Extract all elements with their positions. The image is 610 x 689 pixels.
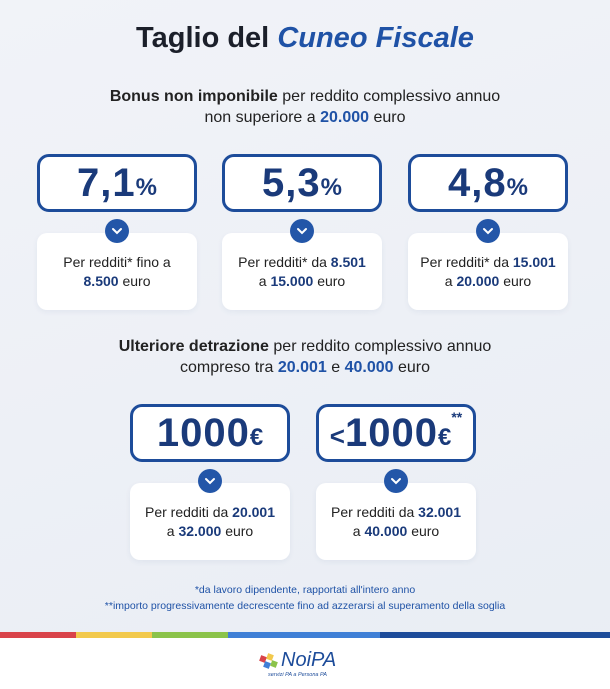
text-segment: euro [122,272,151,289]
chevron-icon [391,478,401,485]
chevron [476,219,500,243]
text-line: Ulteriore detrazione per reddito comples… [0,336,610,357]
text-segment: Per redditi* da [420,253,509,270]
text-segment: 20.001 [232,503,275,520]
stripe [228,632,380,638]
chevron [198,469,222,493]
text-segment: 15.001 [512,253,556,270]
text-segment: compreso tra [180,359,274,376]
text-segment: e [331,359,341,376]
chevron-icon [112,228,122,235]
footnote: **importo progressivamente decrescente f… [104,600,506,612]
text-segment: non superiore a [204,109,316,126]
chevron [384,469,408,493]
stripe [76,632,152,638]
text-segment: per reddito complessivo annuo [273,338,492,355]
value: 5,3 [262,160,321,205]
logo: NoiPA [281,649,337,671]
title-text: Taglio del [136,22,270,54]
value-unit: % [320,174,342,201]
text-line: a 40.000 euro [353,522,439,541]
title-highlight: Cuneo Fiscale [277,22,474,54]
text-line: a 15.000 euro [259,272,345,291]
description-box: Per redditi* da 8.501 a 15.000 euro [222,233,382,310]
tagline: servizi PA a Persona PA [268,672,327,678]
text-segment: 40.000 [364,522,408,539]
text-segment: Per redditi da [331,503,415,520]
value-box: 1000 € [130,404,290,462]
text-segment: euro [225,522,254,539]
text-segment: 20.000 [456,272,500,289]
text-segment: 15.000 [270,272,314,289]
value-unit: € [249,424,264,451]
text-segment: Per redditi* fino a [63,253,171,270]
text-segment: a [444,272,453,289]
value: 7,1 [77,160,136,205]
stripe [0,632,76,638]
text-segment: per reddito complessivo annuo [282,88,501,105]
value-box: <1000 € ** [316,404,476,462]
description-box: Per redditi da 32.001 a 40.000 euro [316,483,476,560]
value: 1000 [344,410,438,455]
logo-icon [259,653,278,669]
title: Taglio del Cuneo Fiscale [0,22,610,55]
section-heading: Ulteriore detrazione per reddito comples… [0,336,610,378]
chevron-icon [297,228,307,235]
value-unit: % [506,174,528,201]
text-segment: Bonus non imponibile [109,88,278,105]
value: 4,8 [448,160,507,205]
text-segment: 8.500 [83,272,119,289]
value: 1000 [156,410,250,455]
text-segment: a [352,522,361,539]
text-segment: a [166,522,175,539]
stripe [380,632,610,638]
text-segment: 40.000 [344,359,394,376]
text-segment: a [258,272,267,289]
text-segment: 20.001 [277,359,327,376]
text-line: Per redditi* da 8.501 [238,253,366,272]
chevron-icon [205,478,215,485]
text-line: a 20.000 euro [445,272,531,291]
description-box: Per redditi da 20.001 a 32.000 euro [130,483,290,560]
text-line: Bonus non imponibile per reddito comples… [0,86,610,107]
text-line: 8.500 euro [84,272,151,291]
value-unit: € [437,424,452,451]
text-line: Per redditi* da 15.001 [420,253,555,272]
chevron [105,219,129,243]
description-box: Per redditi* fino a 8.500 euro [37,233,197,310]
text-segment: euro [373,109,406,126]
text-line: non superiore a 20.000 euro [0,107,610,128]
value-mark: ** [451,409,463,425]
value-box: 7,1% [37,154,197,212]
text-segment: 20.000 [320,109,370,126]
text-line: a 32.000 euro [167,522,253,541]
text-segment: euro [317,272,346,289]
text-segment: euro [397,359,430,376]
chevron-icon [483,228,493,235]
text-segment: 32.000 [178,522,222,539]
text-segment: euro [503,272,532,289]
stripe [152,632,228,638]
text-segment: 8.501 [330,253,366,270]
text-line: compreso tra 20.001 e 40.000 euro [0,357,610,378]
value-unit: % [135,174,157,201]
text-line: Per redditi da 20.001 [145,503,275,522]
text-line: Per redditi da 32.001 [331,503,461,522]
section-heading: Bonus non imponibile per reddito comples… [0,86,610,128]
value-prefix: < [329,420,345,451]
text-segment: 32.001 [418,503,461,520]
text-segment: Per redditi* da [238,253,327,270]
value-box: 4,8% [408,154,568,212]
footnote: *da lavoro dipendente, rapportati all'in… [194,584,416,596]
text-segment: Ulteriore detrazione [118,338,269,355]
footer: NoiPA servizi PA a Persona PA [0,638,610,689]
text-segment: euro [411,522,440,539]
text-segment: Per redditi da [145,503,229,520]
chevron [290,219,314,243]
text-line: Per redditi* fino a [63,253,170,272]
description-box: Per redditi* da 15.001 a 20.000 euro [408,233,568,310]
value-box: 5,3% [222,154,382,212]
